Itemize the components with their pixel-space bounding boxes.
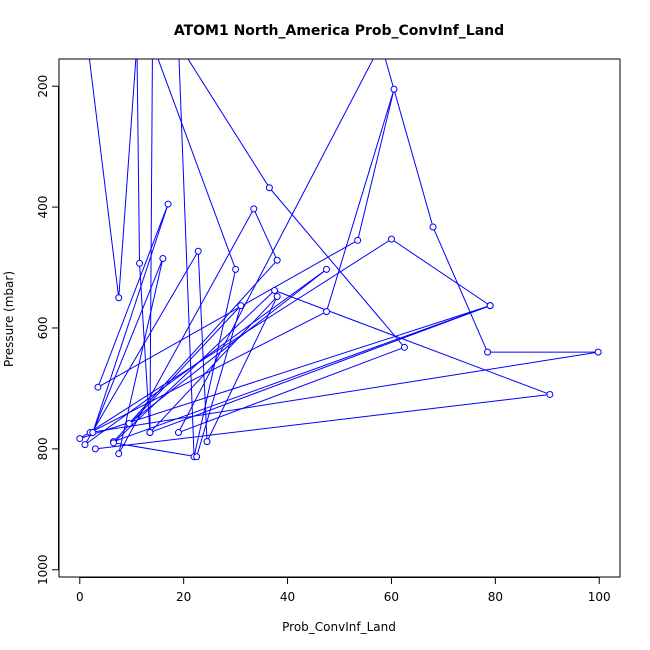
data-point xyxy=(194,247,202,255)
data-point xyxy=(354,236,362,244)
data-point xyxy=(89,429,97,437)
series-segment xyxy=(128,259,278,424)
series-segment xyxy=(79,305,491,440)
series-lines xyxy=(79,59,599,458)
series-segment xyxy=(274,290,551,395)
series-segment xyxy=(157,59,237,270)
series-segment xyxy=(97,239,358,388)
series-segment xyxy=(92,203,169,433)
series-segment xyxy=(136,59,141,264)
data-point xyxy=(115,450,123,458)
data-point xyxy=(400,343,408,351)
series-segment xyxy=(113,305,242,442)
series-segment xyxy=(149,59,153,433)
series-segment xyxy=(326,89,395,312)
y-tick-label: 600 xyxy=(36,317,50,340)
series-segment xyxy=(92,258,164,433)
y-tick-label: 1000 xyxy=(36,554,50,585)
data-point xyxy=(115,294,123,302)
y-axis-label: Pressure (mbar) xyxy=(2,271,16,367)
y-tick-label: 400 xyxy=(36,196,50,219)
chart-title: ATOM1 North_America Prob_ConvInf_Land xyxy=(174,23,504,39)
data-point xyxy=(203,438,211,446)
x-tick-label: 20 xyxy=(176,590,191,604)
data-point xyxy=(110,439,118,447)
data-point xyxy=(94,383,102,391)
series-segment xyxy=(95,393,550,450)
data-point xyxy=(387,235,395,243)
data-point xyxy=(390,85,398,93)
series-segment xyxy=(149,296,278,433)
axes: 0 20 40 60 80 100 200 400 600 800 1000 xyxy=(36,58,621,604)
data-point xyxy=(429,223,437,231)
series-segment xyxy=(118,59,137,298)
x-tick-label: 80 xyxy=(488,590,503,604)
data-point xyxy=(76,435,84,443)
series-segment xyxy=(118,208,255,454)
series-segment xyxy=(391,238,491,307)
data-point xyxy=(164,200,172,208)
series-segment xyxy=(384,59,434,228)
data-point xyxy=(546,390,554,398)
series-segment xyxy=(178,59,374,433)
data-point xyxy=(250,205,258,213)
series-segment xyxy=(432,226,489,353)
series-segment xyxy=(118,258,164,454)
series-segment xyxy=(113,305,491,443)
series-points xyxy=(76,85,602,461)
data-point xyxy=(486,302,494,310)
data-point xyxy=(232,265,240,273)
data-point xyxy=(237,302,245,310)
x-axis-label: Prob_ConvInf_Land xyxy=(282,620,396,634)
y-tick-label: 800 xyxy=(36,437,50,460)
x-tick-label: 40 xyxy=(280,590,295,604)
data-point xyxy=(91,445,99,453)
data-point xyxy=(594,348,602,356)
data-point xyxy=(323,265,331,273)
series-segment xyxy=(206,296,278,442)
data-point xyxy=(273,256,281,264)
series-segment xyxy=(196,305,242,457)
x-tick-label: 100 xyxy=(588,590,611,604)
data-point xyxy=(159,254,167,262)
data-point xyxy=(265,184,273,192)
series-segment xyxy=(149,305,491,434)
series-segment xyxy=(113,290,275,444)
series-segment xyxy=(128,268,327,424)
series-segment xyxy=(97,203,169,388)
series-segment xyxy=(79,238,392,440)
series-segment xyxy=(357,89,395,241)
series-segment xyxy=(178,346,405,434)
data-point xyxy=(273,293,281,301)
series-segment xyxy=(84,250,199,445)
data-point xyxy=(146,429,154,437)
x-tick-label: 0 xyxy=(76,590,84,604)
data-point xyxy=(125,419,133,427)
data-point xyxy=(271,286,279,294)
data-point xyxy=(81,441,89,449)
series-segment xyxy=(84,268,327,446)
x-tick-label: 60 xyxy=(384,590,399,604)
data-point xyxy=(323,308,331,316)
y-tick-label: 200 xyxy=(36,75,50,98)
data-point xyxy=(484,348,492,356)
series-segment xyxy=(187,59,270,189)
data-point xyxy=(174,429,182,437)
series-segment xyxy=(88,59,120,298)
data-point xyxy=(193,453,201,461)
series-segment xyxy=(253,208,278,261)
data-point xyxy=(136,259,144,267)
plot-area xyxy=(76,59,602,461)
